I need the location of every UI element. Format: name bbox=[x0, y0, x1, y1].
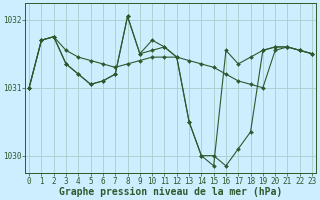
X-axis label: Graphe pression niveau de la mer (hPa): Graphe pression niveau de la mer (hPa) bbox=[59, 187, 282, 197]
